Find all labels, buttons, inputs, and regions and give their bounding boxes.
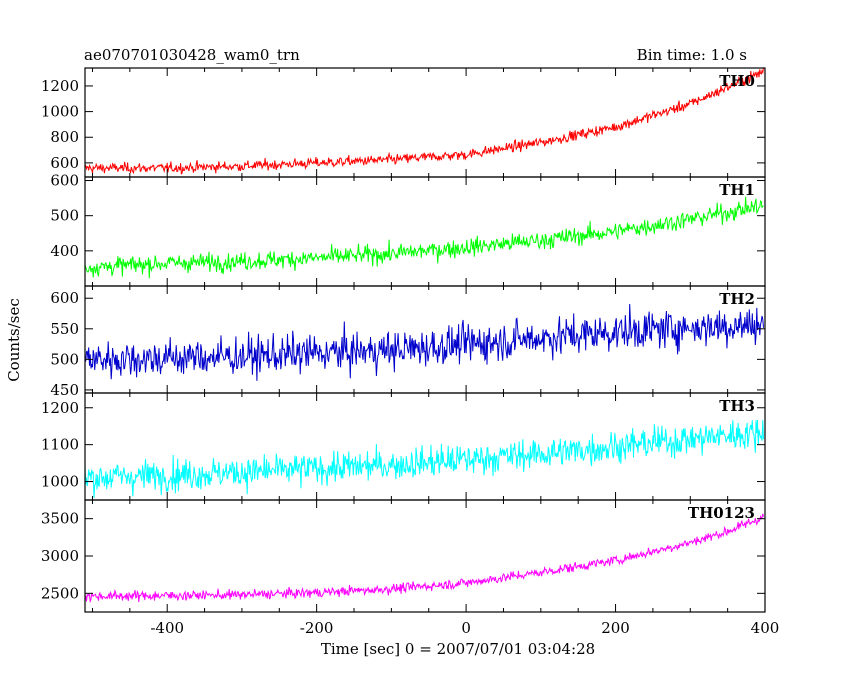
panel-frame bbox=[84, 67, 766, 178]
y-axis-label: Counts/sec bbox=[5, 298, 23, 382]
y-tick-label: 1200 bbox=[41, 399, 79, 417]
series-line-th0 bbox=[85, 68, 764, 175]
chart-title: ae070701030428_wam0_trn bbox=[84, 46, 300, 64]
x-tick-label: -200 bbox=[300, 619, 334, 637]
panel-frame bbox=[84, 392, 766, 501]
series-label-th3: TH3 bbox=[719, 397, 755, 415]
y-tick-label: 1200 bbox=[41, 77, 79, 95]
panel-frame bbox=[84, 176, 766, 287]
y-tick-label: 2500 bbox=[41, 584, 79, 602]
series-line-th0123 bbox=[85, 513, 764, 604]
series-label-th0123: TH0123 bbox=[688, 504, 755, 522]
y-tick-label: 600 bbox=[50, 289, 79, 307]
panel-th0123: 2500 3000 3500 TH0123 bbox=[41, 499, 766, 613]
y-tick-label: 400 bbox=[50, 242, 79, 260]
y-tick-label: 450 bbox=[50, 381, 79, 399]
y-tick-label: 1000 bbox=[41, 473, 79, 491]
series-line-th3 bbox=[85, 419, 764, 499]
panel-th0: 600 800 1000 1200 TH0 bbox=[41, 67, 766, 178]
y-tick-label: 500 bbox=[50, 207, 79, 225]
series-label-th2: TH2 bbox=[719, 290, 755, 308]
panel-th2: 450 500 550 600 TH2 bbox=[50, 285, 766, 399]
panels-group: 600 800 1000 1200 TH0 400 500 600 TH1 450 500 550 60… bbox=[41, 67, 780, 637]
panel-frame bbox=[84, 285, 766, 394]
y-tick-label: 1000 bbox=[41, 103, 79, 121]
x-tick-label: 200 bbox=[601, 619, 630, 637]
y-tick-label: 3000 bbox=[41, 547, 79, 565]
bin-time-label: Bin time: 1.0 s bbox=[637, 46, 747, 64]
panel-th3: 1000 1100 1200 TH3 bbox=[41, 392, 766, 501]
x-tick-label: 400 bbox=[751, 619, 780, 637]
series-line-th2 bbox=[85, 303, 764, 381]
series-label-th0: TH0 bbox=[719, 72, 755, 90]
y-tick-label: 1100 bbox=[41, 436, 79, 454]
y-tick-label: 800 bbox=[50, 128, 79, 146]
y-tick-label: 600 bbox=[50, 154, 79, 172]
panel-th1: 400 500 600 TH1 bbox=[50, 172, 766, 287]
series-label-th1: TH1 bbox=[719, 181, 755, 199]
y-tick-label: 500 bbox=[50, 350, 79, 368]
y-tick-label: 600 bbox=[50, 172, 79, 190]
x-tick-label: -400 bbox=[150, 619, 184, 637]
x-axis-label: Time [sec] 0 = 2007/07/01 03:04:28 bbox=[321, 640, 595, 658]
y-tick-label: 3500 bbox=[41, 510, 79, 528]
series-line-th1 bbox=[85, 196, 764, 279]
x-tick-label: 0 bbox=[461, 619, 471, 637]
y-tick-label: 550 bbox=[50, 320, 79, 338]
